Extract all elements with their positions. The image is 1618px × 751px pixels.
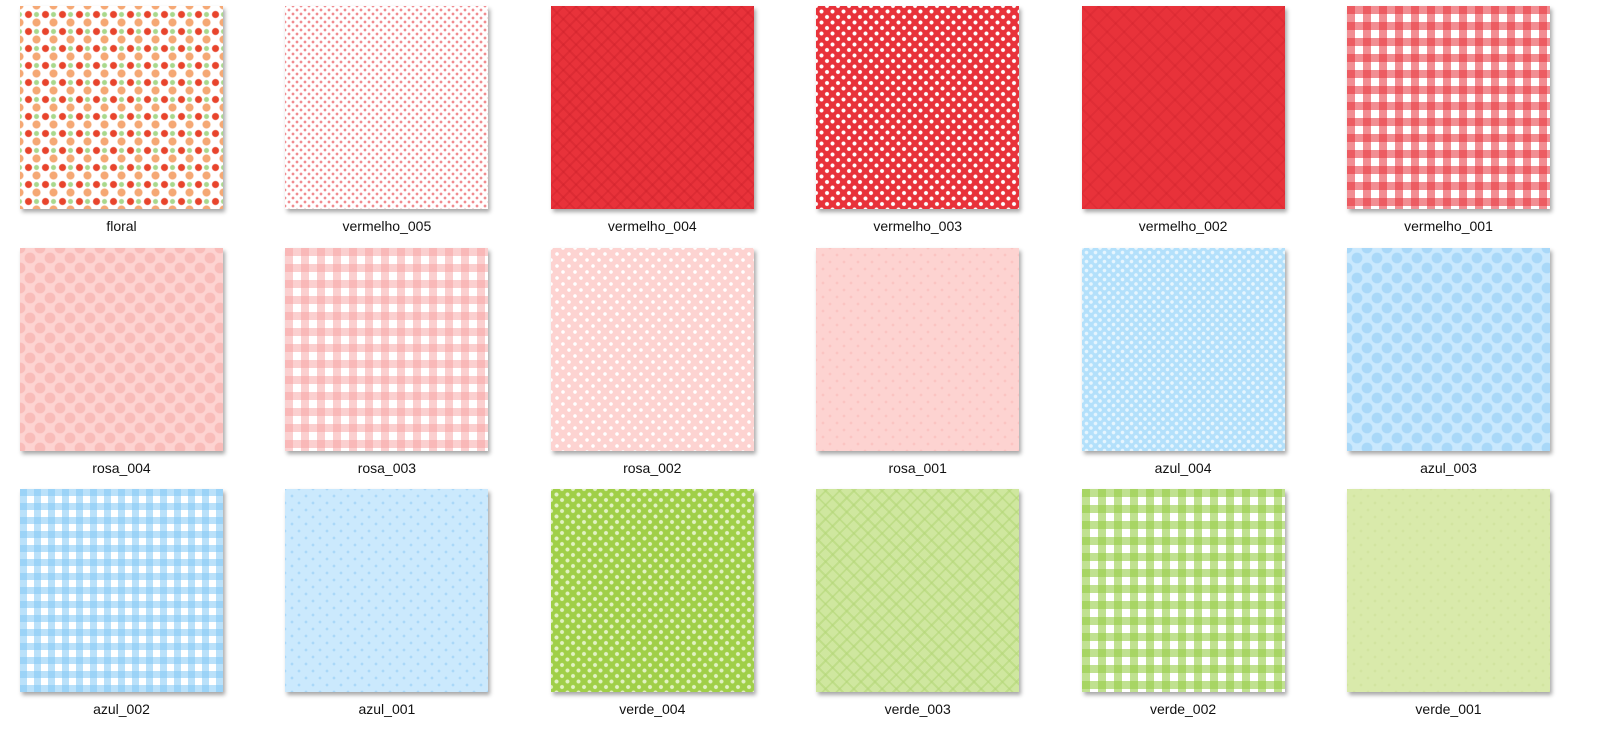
file-item[interactable]: rosa_003: [266, 247, 506, 484]
file-item[interactable]: verde_003: [797, 489, 1037, 725]
thumbnail[interactable]: [20, 489, 223, 692]
file-item[interactable]: azul_004: [1063, 247, 1303, 484]
file-name[interactable]: azul_003: [1420, 459, 1477, 476]
file-item[interactable]: vermelho_002: [1063, 6, 1303, 242]
file-item[interactable]: vermelho_003: [797, 6, 1037, 242]
thumbnail[interactable]: [1081, 489, 1285, 692]
file-name[interactable]: floral: [106, 218, 137, 234]
file-item[interactable]: vermelho_001: [1328, 6, 1568, 242]
file-name[interactable]: verde_002: [1150, 701, 1217, 717]
file-name[interactable]: vermelho_003: [873, 218, 963, 234]
thumbnail[interactable]: [285, 489, 489, 692]
thumbnail[interactable]: [285, 247, 489, 451]
file-name[interactable]: rosa_003: [357, 459, 417, 476]
file-name[interactable]: verde_001: [1415, 701, 1482, 717]
file-item[interactable]: vermelho_004: [532, 6, 772, 242]
thumbnail[interactable]: [816, 247, 1020, 451]
file-item[interactable]: verde_001: [1328, 489, 1568, 725]
thumbnail[interactable]: [550, 489, 754, 692]
file-item[interactable]: rosa_004: [1, 247, 241, 484]
file-item[interactable]: floral: [1, 6, 241, 242]
file-item[interactable]: rosa_001: [797, 247, 1037, 484]
file-name[interactable]: vermelho_005: [342, 218, 432, 234]
file-name[interactable]: vermelho_002: [1138, 218, 1228, 234]
file-name[interactable]: vermelho_004: [607, 218, 697, 234]
file-item[interactable]: azul_002: [1, 489, 241, 725]
thumbnail[interactable]: [20, 6, 223, 209]
file-name[interactable]: verde_004: [619, 701, 686, 717]
file-item[interactable]: verde_002: [1063, 489, 1303, 725]
file-item[interactable]: vermelho_005: [266, 6, 506, 242]
thumbnail[interactable]: [1081, 247, 1285, 451]
file-item[interactable]: azul_001: [266, 489, 506, 725]
thumbnail[interactable]: [816, 6, 1020, 209]
thumbnail[interactable]: [550, 6, 754, 209]
file-name[interactable]: azul_002: [93, 701, 150, 717]
file-name[interactable]: verde_003: [884, 701, 951, 717]
file-name[interactable]: rosa_001: [888, 459, 947, 476]
file-item[interactable]: rosa_002: [532, 247, 772, 484]
thumbnail[interactable]: [550, 247, 754, 451]
file-name[interactable]: azul_004: [1154, 459, 1212, 476]
file-item[interactable]: verde_004: [532, 489, 772, 725]
thumbnail[interactable]: [816, 489, 1020, 692]
thumbnail[interactable]: [1347, 247, 1550, 451]
thumbnail[interactable]: [1081, 6, 1285, 209]
file-name[interactable]: vermelho_001: [1404, 218, 1493, 234]
file-name[interactable]: rosa_002: [623, 459, 682, 476]
thumbnail[interactable]: [285, 6, 489, 209]
thumbnail[interactable]: [1347, 6, 1550, 209]
thumbnail[interactable]: [1347, 489, 1550, 692]
file-name[interactable]: rosa_004: [92, 459, 151, 476]
file-item[interactable]: azul_003: [1328, 247, 1568, 484]
file-name[interactable]: azul_001: [358, 701, 416, 717]
thumbnail[interactable]: [20, 247, 223, 451]
